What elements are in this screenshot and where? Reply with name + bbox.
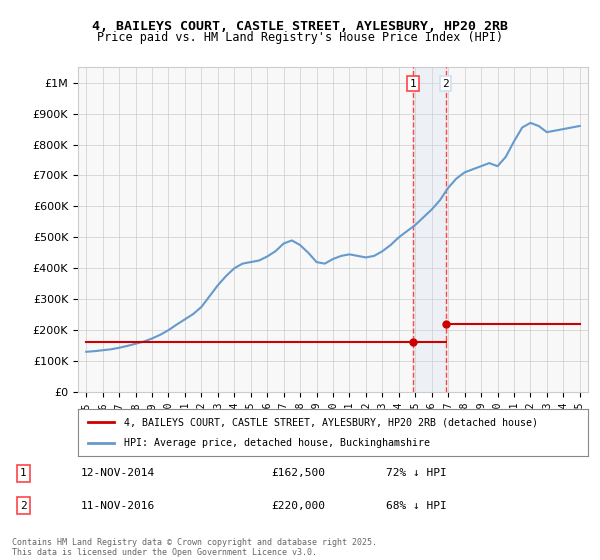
Text: HPI: Average price, detached house, Buckinghamshire: HPI: Average price, detached house, Buck… <box>124 438 430 448</box>
Text: 4, BAILEYS COURT, CASTLE STREET, AYLESBURY, HP20 2RB: 4, BAILEYS COURT, CASTLE STREET, AYLESBU… <box>92 20 508 32</box>
Text: Price paid vs. HM Land Registry's House Price Index (HPI): Price paid vs. HM Land Registry's House … <box>97 31 503 44</box>
Text: Contains HM Land Registry data © Crown copyright and database right 2025.
This d: Contains HM Land Registry data © Crown c… <box>12 538 377 557</box>
Text: 2: 2 <box>442 78 449 88</box>
Text: 4, BAILEYS COURT, CASTLE STREET, AYLESBURY, HP20 2RB (detached house): 4, BAILEYS COURT, CASTLE STREET, AYLESBU… <box>124 417 538 427</box>
Text: £220,000: £220,000 <box>271 501 325 511</box>
Text: 68% ↓ HPI: 68% ↓ HPI <box>386 501 447 511</box>
Text: 1: 1 <box>20 468 27 478</box>
Text: 12-NOV-2014: 12-NOV-2014 <box>81 468 155 478</box>
Text: 72% ↓ HPI: 72% ↓ HPI <box>386 468 447 478</box>
Text: £162,500: £162,500 <box>271 468 325 478</box>
Bar <box>413 67 446 392</box>
Text: 1: 1 <box>410 78 416 88</box>
Text: 11-NOV-2016: 11-NOV-2016 <box>81 501 155 511</box>
Text: 2: 2 <box>20 501 27 511</box>
